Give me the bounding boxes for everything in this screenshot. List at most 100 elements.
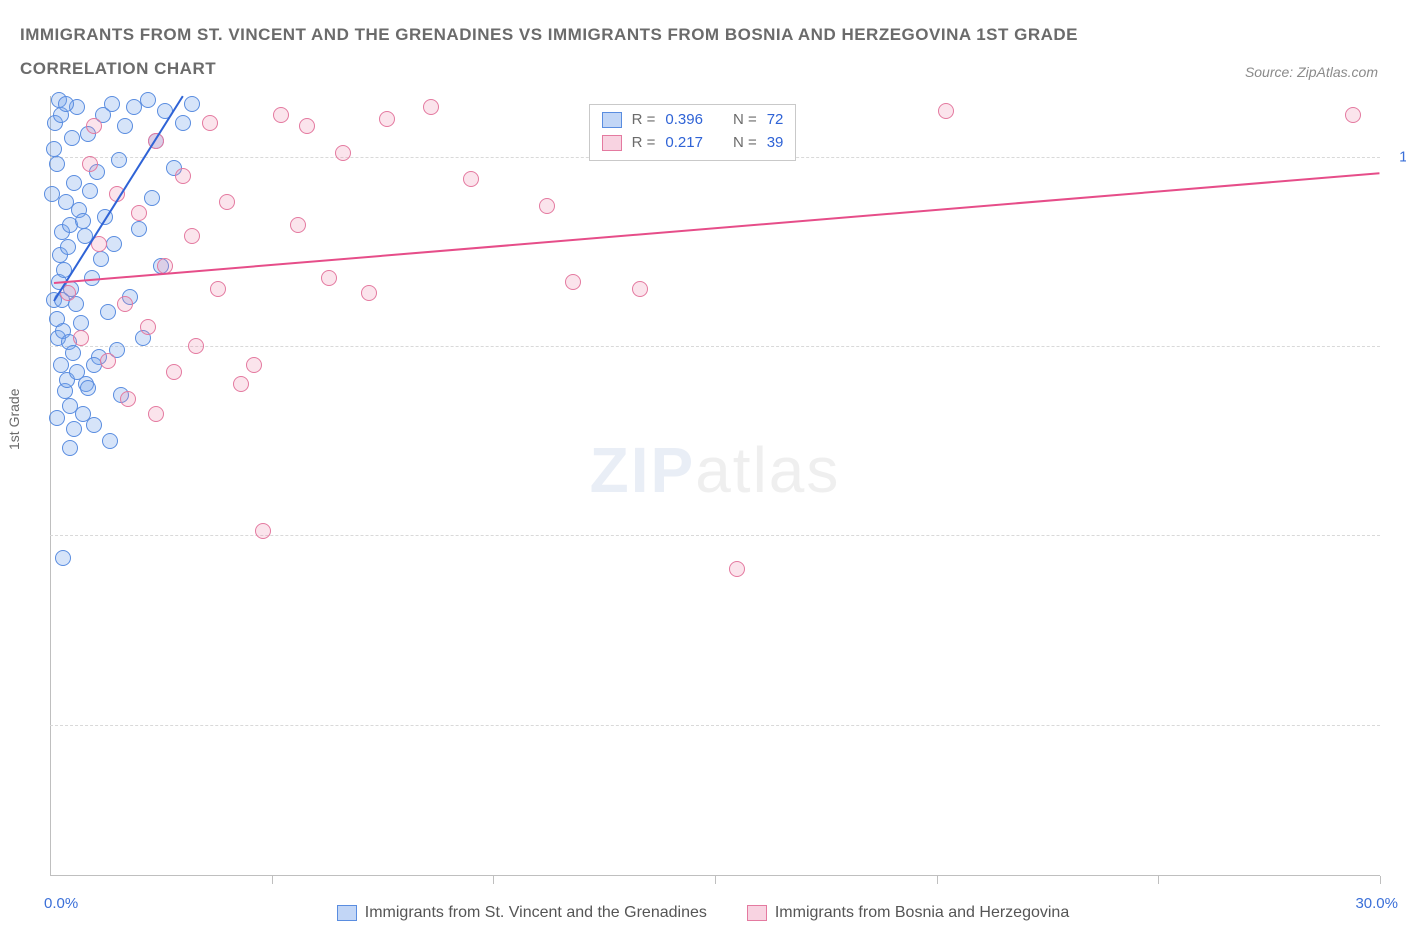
scatter-point (49, 156, 65, 172)
scatter-point (102, 433, 118, 449)
scatter-point (246, 357, 262, 373)
legend-rn: R = 0.396 N = 72 R = 0.217 N = 39 (589, 104, 797, 161)
scatter-point (66, 421, 82, 437)
legend-rn-n-label: N = (733, 132, 757, 155)
scatter-point (290, 217, 306, 233)
scatter-point (632, 281, 648, 297)
scatter-point (184, 96, 200, 112)
x-tick (493, 876, 494, 884)
legend-item-b: Immigrants from Bosnia and Herzegovina (747, 904, 1069, 922)
scatter-point (140, 92, 156, 108)
scatter-point (55, 550, 71, 566)
scatter-point (255, 523, 271, 539)
scatter-point (86, 118, 102, 134)
scatter-point (219, 194, 235, 210)
gridline (50, 725, 1380, 726)
watermark-zip: ZIP (590, 434, 696, 506)
scatter-point (131, 205, 147, 221)
legend-rn-r-label: R = (632, 132, 656, 155)
scatter-point (60, 239, 76, 255)
y-tick-label: 100.0% (1390, 148, 1406, 165)
x-tick (1158, 876, 1159, 884)
scatter-point (233, 376, 249, 392)
legend-rn-row: R = 0.396 N = 72 (602, 109, 784, 132)
gridline (50, 535, 1380, 536)
scatter-point (117, 296, 133, 312)
legend-item-a: Immigrants from St. Vincent and the Gren… (337, 904, 707, 922)
scatter-point (117, 118, 133, 134)
scatter-point (148, 406, 164, 422)
plot-area: ZIPatlas 0.0% 30.0% 100.0%97.5%95.0%92.5… (50, 96, 1380, 876)
y-tick-label: 95.0% (1390, 527, 1406, 544)
scatter-point (111, 152, 127, 168)
scatter-point (175, 168, 191, 184)
legend-rn-row: R = 0.217 N = 39 (602, 132, 784, 155)
scatter-point (299, 118, 315, 134)
gridline (50, 346, 1380, 347)
scatter-point (140, 319, 156, 335)
scatter-point (202, 115, 218, 131)
scatter-point (86, 417, 102, 433)
legend-rn-n-label: N = (733, 109, 757, 132)
scatter-point (62, 440, 78, 456)
scatter-point (64, 130, 80, 146)
scatter-point (100, 353, 116, 369)
scatter-point (144, 190, 160, 206)
scatter-point (106, 236, 122, 252)
scatter-point (82, 183, 98, 199)
legend-rn-r-label: R = (632, 109, 656, 132)
scatter-point (729, 561, 745, 577)
watermark: ZIPatlas (590, 433, 841, 507)
x-tick (937, 876, 938, 884)
y-tick-label: 97.5% (1390, 337, 1406, 354)
scatter-point (93, 251, 109, 267)
scatter-point (188, 338, 204, 354)
legend-rn-r-value: 0.396 (665, 109, 703, 132)
scatter-point (463, 171, 479, 187)
y-axis-line (50, 96, 51, 876)
scatter-point (1345, 107, 1361, 123)
legend-swatch-a (337, 905, 357, 921)
scatter-point (100, 304, 116, 320)
x-tick (1380, 876, 1381, 884)
legend-rn-r-value: 0.217 (665, 132, 703, 155)
legend-swatch-b (747, 905, 767, 921)
scatter-point (565, 274, 581, 290)
scatter-point (273, 107, 289, 123)
legend-rn-swatch (602, 112, 622, 128)
scatter-point (321, 270, 337, 286)
scatter-point (58, 96, 74, 112)
y-axis-label: 1st Grade (6, 389, 22, 450)
scatter-point (104, 96, 120, 112)
scatter-point (175, 115, 191, 131)
scatter-point (166, 364, 182, 380)
x-tick (272, 876, 273, 884)
scatter-point (66, 175, 82, 191)
scatter-point (73, 330, 89, 346)
legend-rn-swatch (602, 135, 622, 151)
chart-title: IMMIGRANTS FROM ST. VINCENT AND THE GREN… (20, 18, 1206, 86)
chart-container: IMMIGRANTS FROM ST. VINCENT AND THE GREN… (0, 0, 1406, 930)
scatter-point (75, 213, 91, 229)
legend-rn-n-value: 72 (767, 109, 784, 132)
legend-label-b: Immigrants from Bosnia and Herzegovina (775, 904, 1069, 922)
scatter-point (49, 410, 65, 426)
trend-line (54, 172, 1380, 284)
scatter-point (120, 391, 136, 407)
scatter-point (131, 221, 147, 237)
scatter-point (82, 156, 98, 172)
scatter-point (44, 186, 60, 202)
scatter-point (46, 141, 62, 157)
scatter-point (938, 103, 954, 119)
scatter-point (379, 111, 395, 127)
scatter-point (335, 145, 351, 161)
scatter-point (65, 345, 81, 361)
legend-label-a: Immigrants from St. Vincent and the Gren… (365, 904, 707, 922)
legend-rn-n-value: 39 (767, 132, 784, 155)
y-tick-label: 92.5% (1390, 716, 1406, 733)
scatter-point (184, 228, 200, 244)
watermark-atlas: atlas (695, 434, 840, 506)
scatter-point (423, 99, 439, 115)
scatter-point (53, 357, 69, 373)
scatter-point (80, 380, 96, 396)
